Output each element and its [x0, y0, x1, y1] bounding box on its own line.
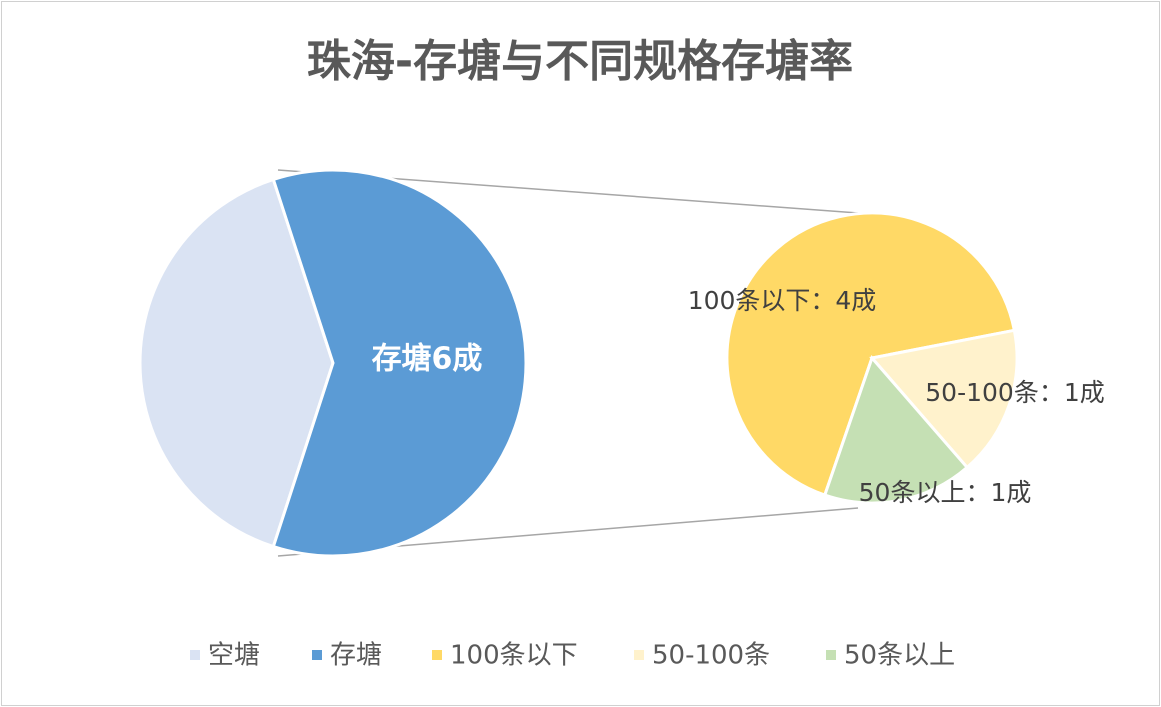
legend-label: 100条以下: [450, 641, 578, 671]
pie-slice: [271, 168, 528, 558]
legend-swatch: [634, 650, 644, 660]
pie-slice: [822, 355, 970, 505]
pie-slice: [725, 211, 1017, 498]
data-label: 100条以下：4成: [688, 286, 877, 315]
legend-swatch: [190, 650, 200, 660]
pie-slice: [869, 328, 1019, 470]
legend-swatch: [432, 650, 442, 660]
legend-swatch: [312, 650, 322, 660]
legend-label: 存塘: [330, 641, 382, 671]
pie-slice: [138, 177, 335, 549]
data-label: 50条以上：1成: [859, 478, 1032, 507]
legend-label: 50-100条: [652, 641, 770, 671]
legend-label: 50条以上: [844, 641, 955, 671]
legend-label: 空塘: [208, 641, 260, 671]
chart-title: 珠海-存塘与不同规格存塘率: [307, 36, 853, 87]
data-label: 存塘6成: [372, 342, 483, 377]
legend-swatch: [826, 650, 836, 660]
data-label: 50-100条：1成: [925, 378, 1104, 407]
